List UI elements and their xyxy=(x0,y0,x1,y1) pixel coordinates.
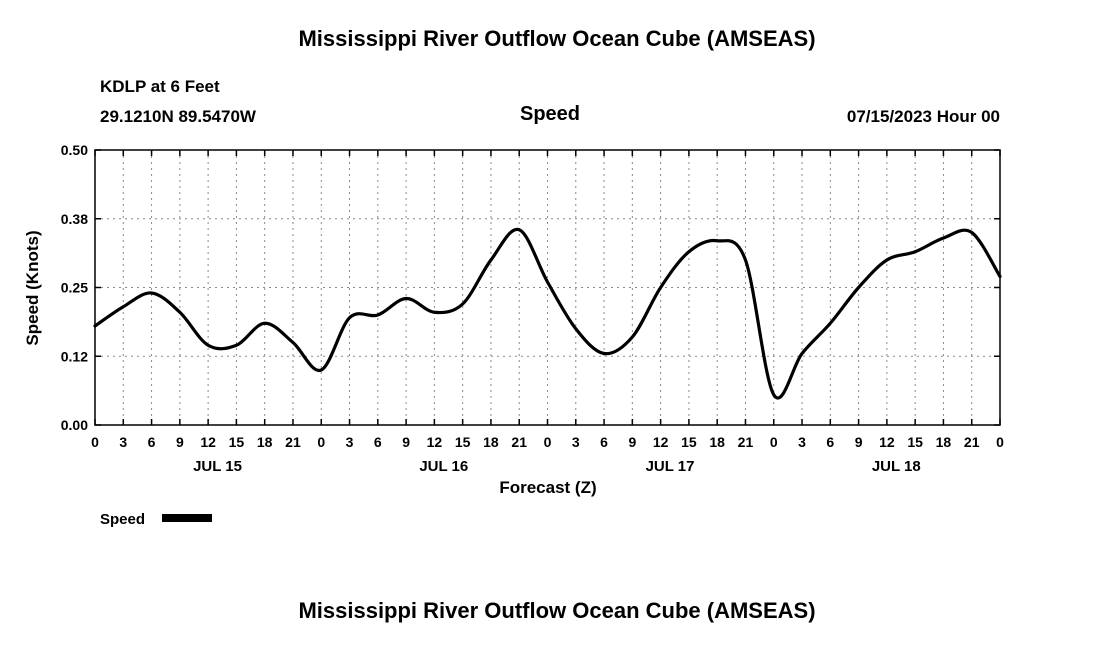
x-tick-label: 18 xyxy=(257,434,273,450)
x-tick-label: 15 xyxy=(681,434,697,450)
x-tick-label: 3 xyxy=(346,434,354,450)
day-label: JUL 15 xyxy=(193,458,242,475)
day-label: JUL 18 xyxy=(872,458,921,475)
x-tick-label: 9 xyxy=(855,434,863,450)
x-tick-label: 6 xyxy=(374,434,382,450)
x-tick-label: 21 xyxy=(511,434,527,450)
day-label: JUL 17 xyxy=(646,458,695,475)
x-tick-label: 0 xyxy=(996,434,1004,450)
x-tick-label: 12 xyxy=(200,434,216,450)
station-label: KDLP at 6 Feet xyxy=(100,77,220,96)
x-tick-label: 0 xyxy=(770,434,778,450)
x-tick-label: 3 xyxy=(572,434,580,450)
legend-label: Speed xyxy=(100,511,145,528)
legend-line-swatch xyxy=(162,514,212,522)
x-tick-label: 18 xyxy=(709,434,725,450)
y-tick-label: 0.12 xyxy=(61,348,88,364)
coordinates-label: 29.1210N 89.5470W xyxy=(100,107,257,126)
x-tick-label: 15 xyxy=(229,434,245,450)
x-tick-label: 6 xyxy=(826,434,834,450)
y-tick-label: 0.25 xyxy=(61,280,88,296)
x-tick-label: 21 xyxy=(738,434,754,450)
x-tick-label: 12 xyxy=(653,434,669,450)
y-tick-label: 0.50 xyxy=(61,142,88,158)
x-tick-label: 15 xyxy=(907,434,923,450)
speed-series-line xyxy=(93,227,1002,400)
x-tick-label: 9 xyxy=(402,434,410,450)
x-tick-label: 3 xyxy=(119,434,127,450)
x-tick-label: 6 xyxy=(600,434,608,450)
x-tick-label: 12 xyxy=(879,434,895,450)
x-tick-label: 0 xyxy=(317,434,325,450)
x-tick-label: 15 xyxy=(455,434,471,450)
y-tick-label: 0.38 xyxy=(61,211,88,227)
x-tick-label: 18 xyxy=(936,434,952,450)
day-label: JUL 16 xyxy=(419,458,468,475)
x-tick-label: 6 xyxy=(148,434,156,450)
x-tick-label: 9 xyxy=(628,434,636,450)
page-title-bottom: Mississippi River Outflow Ocean Cube (AM… xyxy=(298,598,815,623)
x-axis-label: Forecast (Z) xyxy=(499,478,596,497)
y-axis-label: Speed (Knots) xyxy=(23,230,42,345)
x-tick-label: 12 xyxy=(427,434,443,450)
x-tick-label: 9 xyxy=(176,434,184,450)
run-time-label: 07/15/2023 Hour 00 xyxy=(847,107,1000,126)
x-tick-label: 0 xyxy=(91,434,99,450)
x-tick-label: 21 xyxy=(964,434,980,450)
x-tick-label: 18 xyxy=(483,434,499,450)
y-tick-label: 0.00 xyxy=(61,417,88,433)
x-tick-label: 0 xyxy=(544,434,552,450)
page-title-top: Mississippi River Outflow Ocean Cube (AM… xyxy=(298,26,815,51)
plot-title: Speed xyxy=(520,103,580,125)
x-tick-label: 21 xyxy=(285,434,301,450)
plot-area: 0 3 6 9 12 15 18 21 0 3 6 9 12 15 18 21 0 3 6 9 12 15 18 21 0 3 6 9… xyxy=(61,142,1004,475)
x-tick-label: 3 xyxy=(798,434,806,450)
